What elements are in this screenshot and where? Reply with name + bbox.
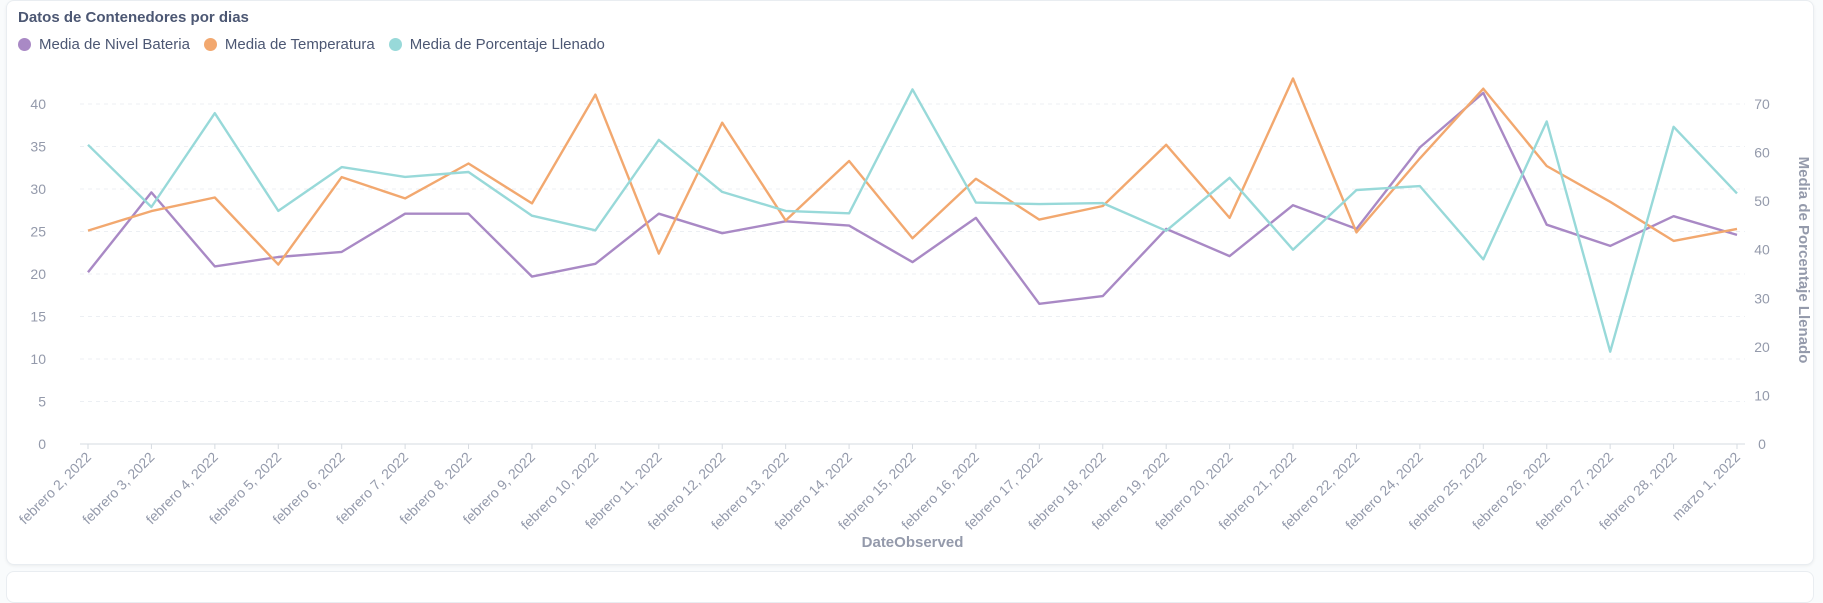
x-tick-label: marzo 1, 2022 — [1669, 449, 1744, 524]
grid-lines — [80, 103, 1745, 445]
y2-tick-label: 70 — [1754, 96, 1770, 112]
series-line-1[interactable] — [87, 77, 1738, 266]
y-tick-label: 40 — [30, 96, 46, 112]
right-y-axis: 0 10 20 30 40 50 60 70 — [1754, 96, 1770, 452]
y2-tick-label: 10 — [1754, 387, 1770, 403]
right-y-axis-title: Media de Porcentaje Llenado — [1795, 157, 1812, 364]
legend-label: Media de Nivel Bateria — [39, 36, 190, 53]
series-line-0[interactable] — [87, 91, 1738, 305]
y-tick-label: 0 — [38, 436, 46, 452]
chart-legend: Media de Nivel Bateria Media de Temperat… — [18, 36, 605, 53]
legend-label: Media de Temperatura — [224, 36, 375, 53]
y-tick-label: 20 — [30, 266, 46, 282]
y2-tick-label: 40 — [1754, 242, 1770, 258]
legend-label: Media de Porcentaje Llenado — [409, 36, 605, 53]
legend-dot-icon — [18, 38, 31, 51]
y2-tick-label: 20 — [1754, 339, 1770, 355]
y2-tick-label: 30 — [1754, 290, 1770, 306]
chart-title: Datos de Contenedores por dias — [18, 9, 249, 26]
y-tick-label: 30 — [30, 181, 46, 197]
x-axis-title: DateObserved — [862, 534, 964, 551]
y-tick-label: 35 — [30, 139, 46, 155]
y-tick-label: 15 — [30, 309, 46, 325]
series-line-2[interactable] — [87, 88, 1738, 353]
y-tick-label: 5 — [38, 394, 46, 410]
legend-item-temperatura[interactable]: Media de Temperatura — [203, 36, 375, 53]
legend-dot-icon — [388, 38, 402, 51]
legend-item-porcentaje-llenado[interactable]: Media de Porcentaje Llenado — [388, 36, 605, 53]
y-tick-label: 25 — [30, 224, 46, 240]
y2-tick-label: 50 — [1754, 193, 1770, 209]
y2-tick-label: 0 — [1758, 436, 1766, 452]
left-y-axis: 0 5 10 15 20 25 30 35 40 — [30, 96, 46, 452]
y-tick-label: 10 — [30, 351, 46, 367]
legend-item-nivel-bateria[interactable]: Media de Nivel Bateria — [18, 36, 190, 53]
legend-dot-icon — [203, 38, 217, 51]
series-lines — [87, 77, 1738, 353]
y2-tick-label: 60 — [1754, 145, 1770, 161]
line-chart: 0 5 10 15 20 25 30 35 40 0 10 20 30 40 50 60 70 febrero… — [16, 77, 1812, 551]
